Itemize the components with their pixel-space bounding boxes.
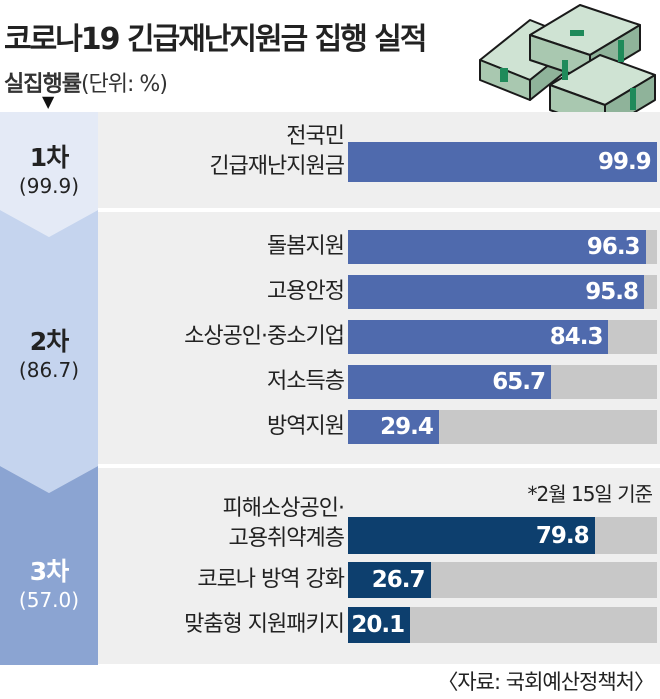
- footnote: *2월 15일 기준: [527, 482, 653, 506]
- category-label: 고용안정: [267, 279, 345, 304]
- bar-value-label: 26.7: [371, 567, 426, 593]
- phase-2-label: 2차 (86.7): [0, 322, 98, 382]
- category-label: 맞춤형 지원패키지: [184, 612, 345, 637]
- category-label: 방역지원: [267, 414, 345, 439]
- bar: 96.3: [348, 230, 646, 264]
- category-label-line: 전국민: [286, 124, 345, 149]
- category-label-line: 고용취약계층: [228, 526, 345, 551]
- bar: 84.3: [348, 320, 609, 354]
- phase-rate: (99.9): [18, 174, 80, 198]
- bar: 26.7: [348, 562, 431, 598]
- source: 〈자료: 국회예산정책처〉: [437, 670, 655, 694]
- bar-value-label: 84.3: [549, 324, 604, 350]
- phase-1-label: 1차 (99.9): [0, 138, 98, 198]
- category-label: 저소득층: [267, 369, 345, 394]
- bar-value-label: 99.9: [597, 149, 652, 175]
- phase-rate: (86.7): [18, 358, 80, 382]
- bar: 99.9: [348, 142, 657, 182]
- bar-value-label: 20.1: [351, 612, 405, 638]
- bar-value-label: 95.8: [585, 279, 639, 305]
- category-label: 소상공인·중소기업: [184, 324, 345, 349]
- category-label-line: 긴급재난지원금: [209, 154, 345, 179]
- bar-track: 96.3: [348, 230, 657, 264]
- phase-rate: (57.0): [18, 588, 80, 612]
- chart-title: 코로나19 긴급재난지원금 집행 실적: [4, 22, 427, 57]
- phase-1-band: [0, 112, 98, 237]
- phase-3-label: 3차 (57.0): [0, 552, 98, 612]
- phase-2-band: [0, 210, 98, 493]
- bar-value-label: 65.7: [492, 369, 546, 395]
- bar-value-label: 96.3: [586, 234, 641, 260]
- ylabel: 실집행률: [4, 72, 82, 97]
- money-stack-icon: [479, 4, 656, 131]
- bar: 29.4: [348, 410, 439, 444]
- bar: 79.8: [348, 517, 595, 554]
- bar: 20.1: [348, 607, 411, 643]
- category-label: 피해소상공인· 고용취약계층: [222, 494, 345, 554]
- down-arrow-icon: ▼: [42, 92, 55, 111]
- phase-3-band: [0, 466, 98, 665]
- bar-track: 26.7: [348, 562, 657, 598]
- bar-track: 65.7: [348, 365, 657, 399]
- phase-name: 3차: [29, 557, 69, 586]
- bar-track: 79.8: [348, 517, 657, 554]
- unit: (단위: %): [80, 72, 168, 97]
- bar-value-label: 29.4: [380, 414, 434, 440]
- category-label-line: 피해소상공인·: [222, 496, 345, 521]
- category-label: 돌봄지원: [267, 234, 345, 259]
- category-label: 코로나 방역 강화: [197, 567, 345, 592]
- phase-name: 1차: [29, 143, 69, 172]
- bar: 95.8: [348, 275, 645, 309]
- bar-track: 84.3: [348, 320, 657, 354]
- phase-column: [0, 112, 98, 665]
- bar-track: 29.4: [348, 410, 657, 444]
- bar-value-label: 79.8: [535, 522, 590, 549]
- bar-track: 20.1: [348, 607, 657, 643]
- bar-track: 99.9: [348, 142, 657, 182]
- bar: 65.7: [348, 365, 551, 399]
- phase-name: 2차: [29, 327, 69, 356]
- bar-track: 95.8: [348, 275, 657, 309]
- unit-label: 실집행률(단위: %): [4, 66, 168, 98]
